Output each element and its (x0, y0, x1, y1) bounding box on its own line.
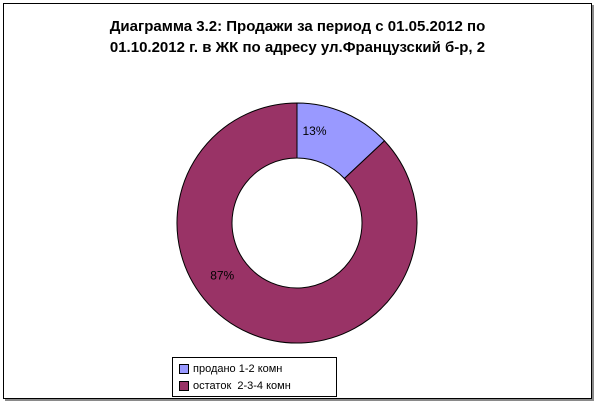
legend-swatch-remaining (179, 381, 189, 391)
legend-label-sold: продано 1-2 комн (193, 363, 283, 375)
doughnut-chart: 13% 87% (176, 102, 418, 344)
chart-frame: Диаграмма 3.2: Продажи за период с 01.05… (3, 3, 592, 399)
legend-swatch-sold (179, 364, 189, 374)
data-label-remaining: 87% (210, 269, 234, 283)
legend-item-remaining: остаток 2-3-4 комн (179, 378, 291, 394)
legend-item-sold: продано 1-2 комн (179, 361, 282, 377)
chart-title-line-1: Диаграмма 3.2: Продажи за период с 01.05… (109, 18, 486, 35)
chart-legend: продано 1-2 комн остаток 2-3-4 комн (172, 357, 337, 397)
chart-title-line-2: 01.10.2012 г. в ЖК по адресу ул.Французс… (109, 39, 486, 56)
data-label-sold: 13% (303, 124, 327, 138)
legend-label-remaining: остаток 2-3-4 комн (193, 380, 291, 392)
slice-remaining (176, 102, 418, 344)
chart-title: Диаграмма 3.2: Продажи за период с 01.05… (4, 16, 591, 58)
